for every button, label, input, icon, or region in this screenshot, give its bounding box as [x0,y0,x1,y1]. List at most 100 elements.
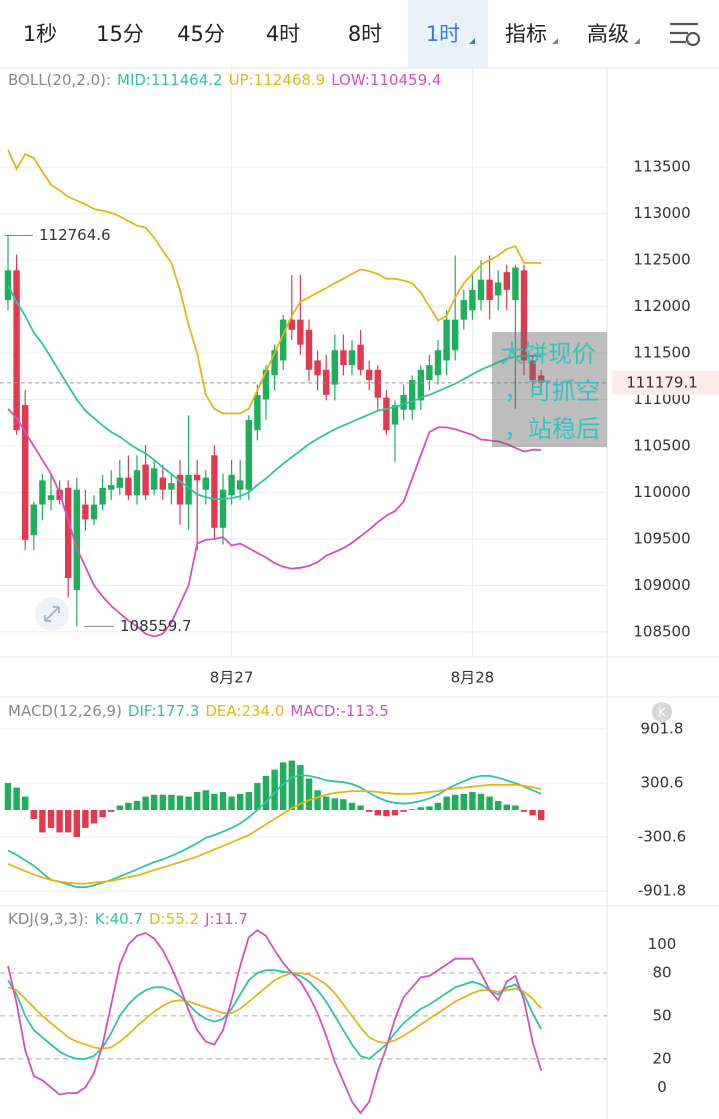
indicator-line [7,969,542,1060]
candle-body [125,477,132,496]
plot-layer: 112764.6 108559.7 [0,68,607,1115]
overlay-text: ，可抓空 [504,377,600,405]
candle-body [340,350,347,366]
candle-body [176,474,184,505]
legend-name: LOW: [331,71,370,89]
macd-bar [56,810,63,833]
candle-body [65,487,72,578]
candle-body [503,272,510,290]
x-tick-label: 8月27 [210,669,254,687]
expand-icon[interactable] [35,597,69,631]
overlay-text: 大饼现价 [500,340,596,368]
candle-body [22,405,29,540]
macd-bar [366,810,373,812]
candle-body [202,477,209,490]
macd-bar [13,787,20,810]
candle-body [245,419,252,490]
tab[interactable]: 45分 [177,22,225,46]
legend-value: 40.7 [110,910,143,928]
macd-bar [90,810,98,824]
candle-body [452,319,459,351]
candle-body [73,489,80,591]
legend-value: 177.3 [156,702,199,720]
macd-bar [39,810,46,833]
candle-body [151,468,158,490]
candle-body [426,365,433,381]
macd-bar [159,794,166,810]
candle-body [486,279,493,301]
macd-bar [254,783,261,810]
macd-bar [228,796,235,810]
y-tick-label: 112500 [633,251,690,269]
candle-body [366,369,373,381]
tab[interactable]: 指标 [505,22,547,46]
y-tick-label: -901.8 [638,881,686,899]
tab[interactable]: 1秒 [23,22,57,46]
macd-bar [512,805,519,810]
macd-bar [65,810,72,833]
legend-value: 111464.2 [151,71,223,89]
candle-body [211,455,218,528]
y-tick-label: 20 [652,1049,671,1067]
macd-bar [520,810,528,812]
overlay-text: ，站稳后 [504,415,600,443]
legend-name: DEA: [205,702,241,720]
candle-body [374,369,381,398]
tab[interactable]: 高级 [587,22,629,46]
macd-bar [116,805,123,810]
macd-bar [297,765,304,810]
macd-bar [400,810,407,812]
macd-bar [391,810,399,816]
macd-bar [108,810,115,812]
candle-body [538,375,545,383]
legend-value: 112468.9 [254,71,326,89]
macd-bar [331,798,338,810]
candle-body [383,397,390,431]
y-tick-label: 80 [652,964,671,982]
macd-bar [185,796,192,810]
y-tick-label: 109500 [633,529,690,547]
legend-value: 234.0 [241,702,284,720]
macd-bar [323,796,330,810]
axis-layer: 1085001090001095001100001105001110001115… [8,71,719,1096]
macd-bar [443,796,450,810]
indicator-line [7,284,542,500]
candle-body [529,360,536,381]
indicator-legend: MACD(12,26,9) DIF:177.3 DEA:234.0 MACD:-113… [8,702,389,720]
candle-body [254,394,261,431]
macd-bar [314,790,321,810]
svg-text:K: K [658,706,667,720]
candle-body [434,350,442,376]
settings-icon[interactable] [670,22,701,47]
tab[interactable]: 4时 [266,22,300,46]
candle-body [400,394,407,410]
candle-body [288,319,295,330]
macd-bar [383,810,390,817]
macd-bar [469,792,476,810]
candle-body [99,487,106,505]
candle-body [185,474,192,505]
legend-name: K: [95,910,110,928]
macd-bar [348,802,356,810]
macd-bar [202,790,209,810]
macd-bar [133,801,141,810]
y-tick-label: 108500 [633,622,690,640]
legend-value: 11.7 [215,910,248,928]
macd-bar [82,810,89,828]
indicator-name: MACD(12,26,9) [8,702,122,720]
candle-body [237,480,244,490]
k-icon[interactable]: K [652,702,672,722]
tab[interactable]: 1时 [426,22,460,46]
macd-bar [305,778,313,810]
tab[interactable]: 8时 [348,22,382,46]
dropdown-arrow [469,38,475,44]
macd-bar [426,806,433,810]
candle-body [495,282,502,296]
macd-bar [452,794,459,810]
tab[interactable]: 15分 [96,22,144,46]
macd-bar [99,810,106,818]
macd-bar [477,793,485,810]
macd-bar [262,775,270,810]
macd-bar [486,796,493,810]
